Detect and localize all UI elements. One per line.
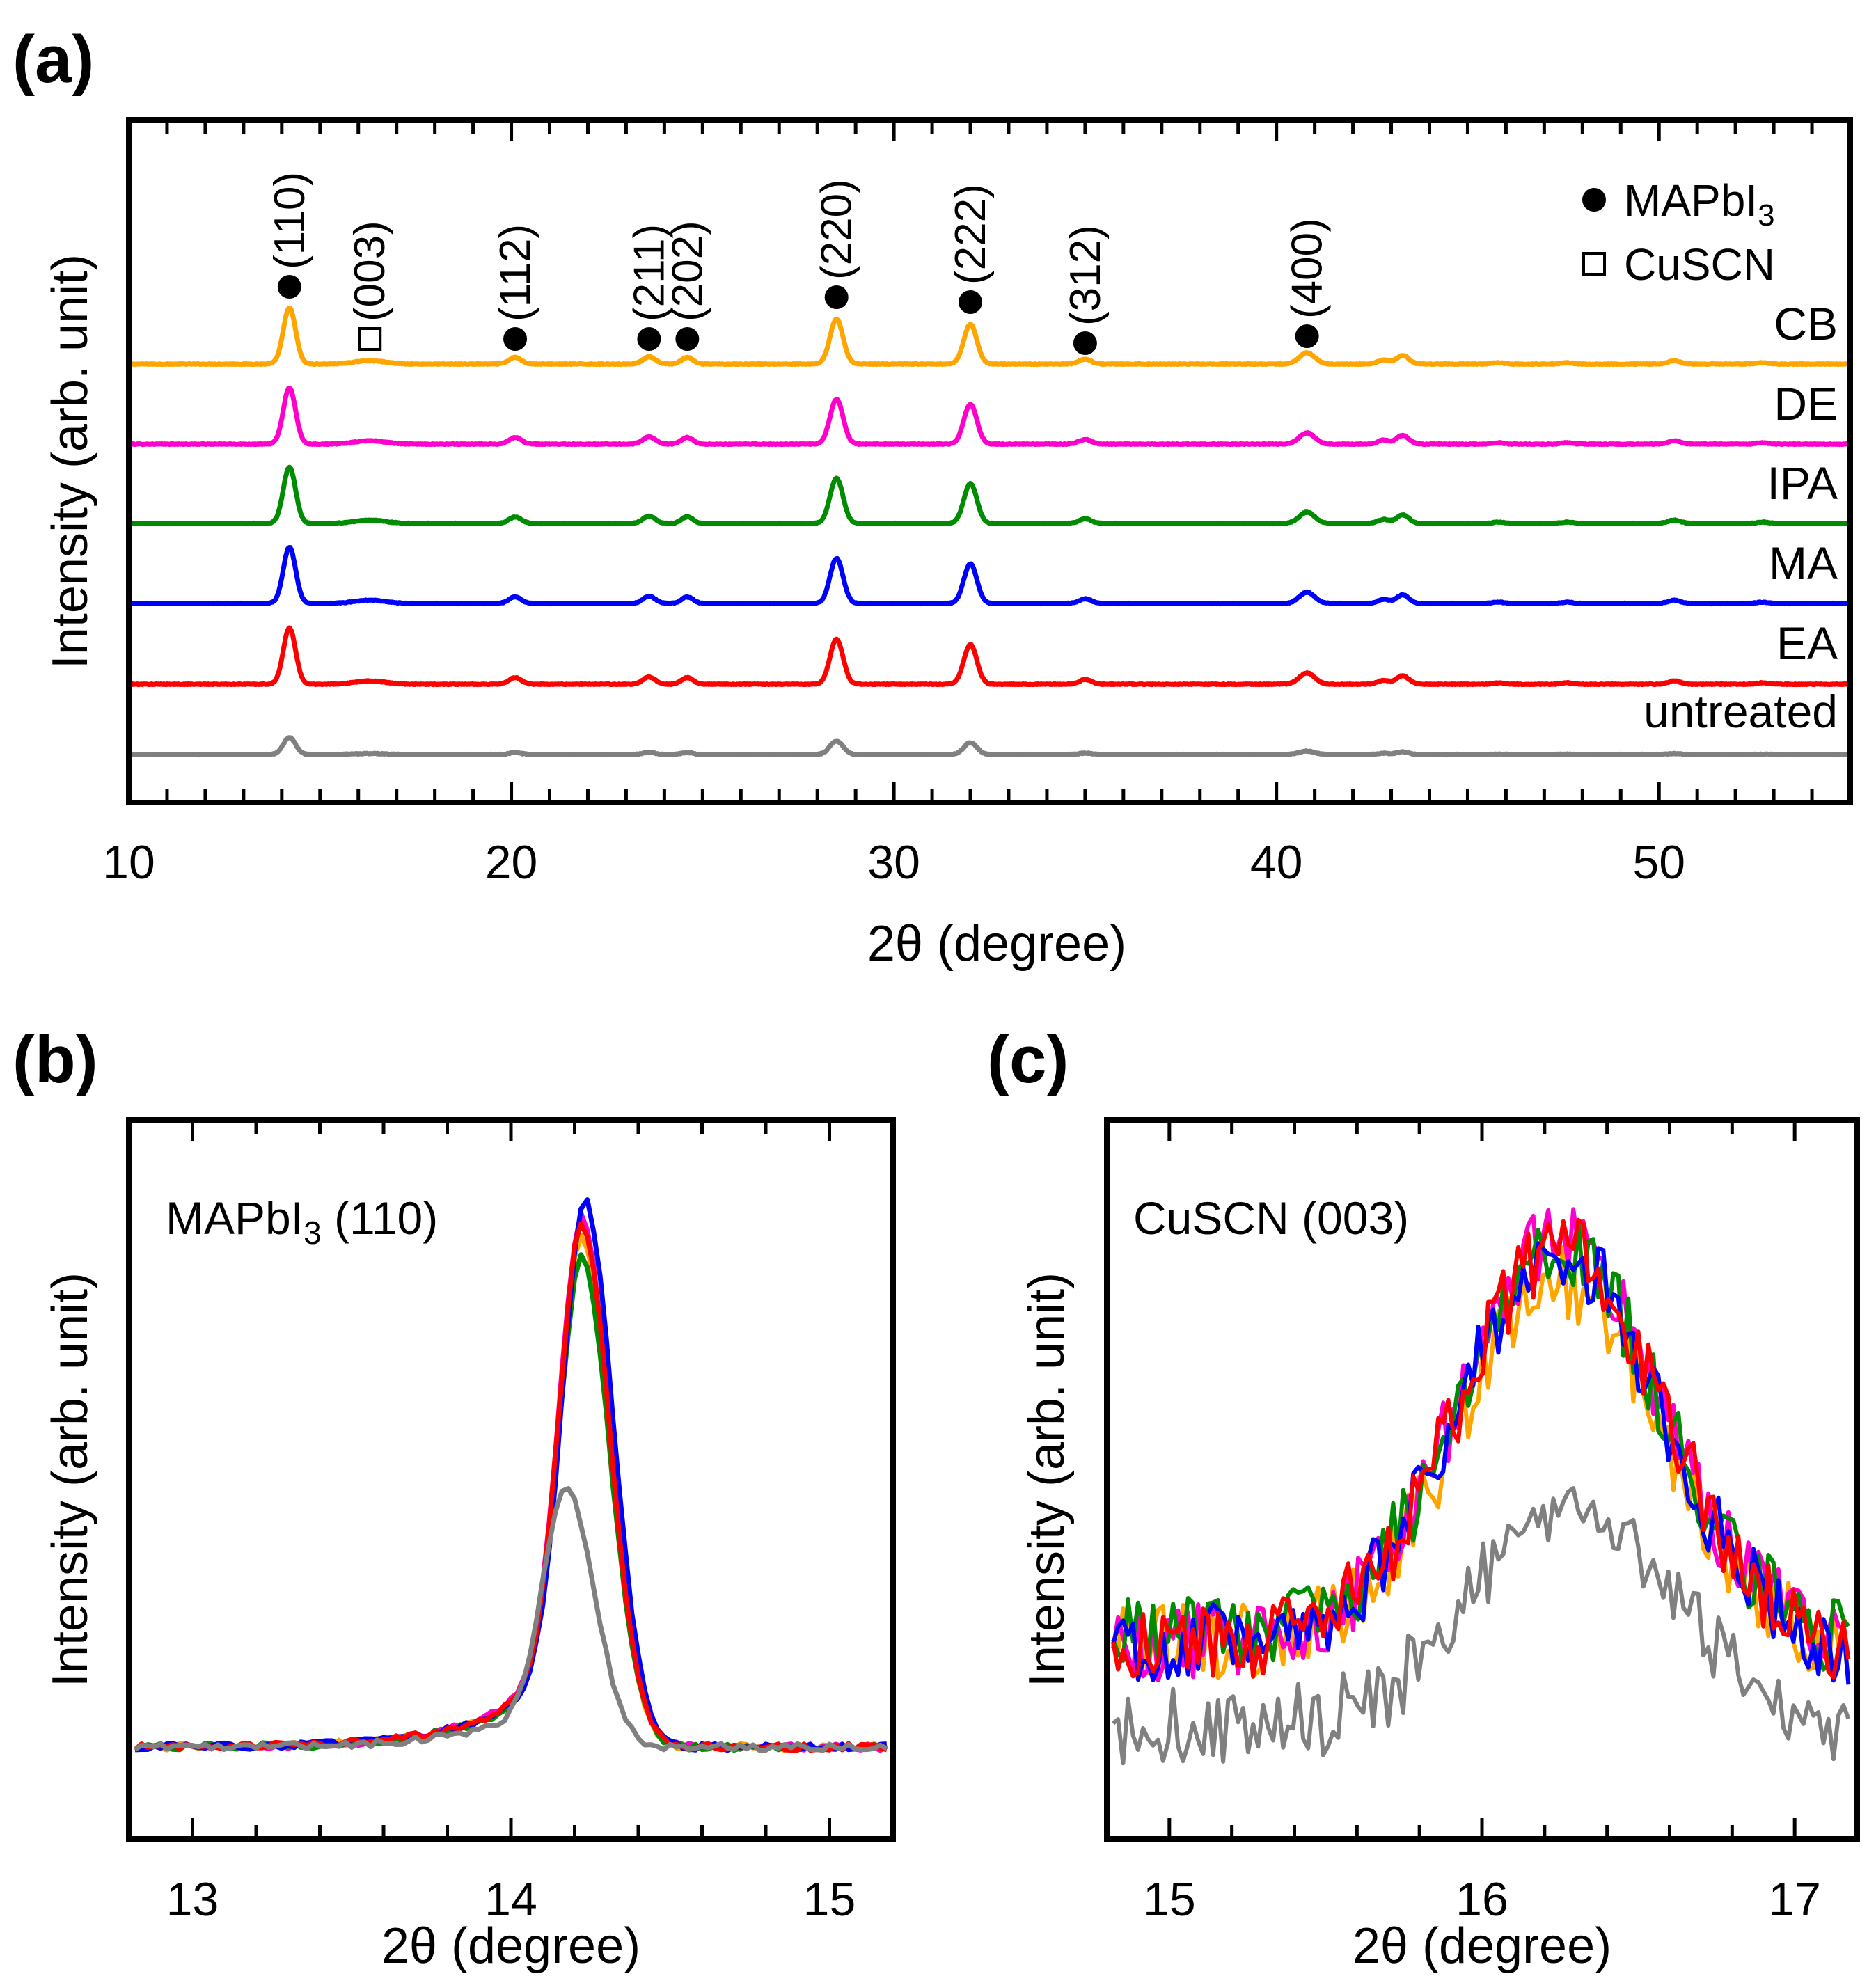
series-untreated-line <box>1112 1486 1851 1766</box>
series-cb-line <box>127 305 1852 368</box>
peak-marker-square <box>358 327 382 351</box>
series-label-ipa: IPA <box>1767 457 1838 509</box>
peak-label: (211) <box>625 224 673 322</box>
series-ea-line <box>127 625 1852 688</box>
peak-label: (003) <box>346 221 394 322</box>
x-tick-label: 40 <box>1250 836 1303 889</box>
series-de-line <box>134 1210 888 1753</box>
panel-b-ylabel: Intensity (arb. unit) <box>42 1272 98 1687</box>
panel-c-ylabel: Intensity (arb. unit) <box>1019 1272 1075 1687</box>
panel-a-series-labels: CB DE IPA MA EA untreated <box>1644 298 1838 737</box>
series-ma-line <box>134 1197 887 1753</box>
legend-square-marker <box>1582 252 1606 276</box>
peak-marker-circle <box>277 275 301 299</box>
series-untreated-line <box>127 735 1852 758</box>
series-de-line <box>127 385 1852 448</box>
series-ipa-line <box>1111 1221 1850 1672</box>
x-tick-label: 15 <box>803 1873 856 1926</box>
peak-label: (220) <box>813 179 861 280</box>
peak-marker-circle <box>675 327 700 351</box>
x-tick-label: 15 <box>1143 1873 1196 1926</box>
x-tick-label: 30 <box>867 836 920 889</box>
series-ipa-line <box>127 464 1852 527</box>
panel-b-frame <box>126 1117 896 1842</box>
series-label-de: DE <box>1774 378 1838 429</box>
peak-label: (312) <box>1062 225 1110 326</box>
legend-circle-marker <box>1582 188 1606 212</box>
panel-a-legend: MAPbI3 CuSCN <box>1582 175 1775 290</box>
panel-a-ylabel: Intensity (arb. unit) <box>42 254 98 669</box>
x-tick-label: 16 <box>1456 1873 1508 1926</box>
panel-c-peak-label: CuSCN (003) <box>1133 1192 1409 1244</box>
series-ea-line <box>133 1221 888 1753</box>
legend-cuscn-label: CuSCN <box>1624 239 1775 290</box>
panel-a-label: (a) <box>13 22 94 97</box>
panel-a-peak-annotations: (110) (003) (112) (211)(202) (220) (222) (312)… <box>266 172 1332 355</box>
panel-b-peak-label: MAPbI3 (110) <box>166 1192 438 1251</box>
panel-c-frame <box>1104 1117 1860 1842</box>
series-label-untreated: untreated <box>1644 686 1838 737</box>
peak-marker-circle <box>503 327 528 351</box>
panel-a-xlabel: 2θ (degree) <box>867 916 1126 972</box>
x-tick-label: 13 <box>166 1873 219 1926</box>
panel-b-xlabel: 2θ (degree) <box>381 1918 640 1974</box>
panel-c-xlabel: 2θ (degree) <box>1353 1918 1611 1974</box>
x-tick-label: 20 <box>485 836 538 889</box>
panel-c-traces <box>1111 1207 1851 1766</box>
peak-label: (110) <box>266 172 314 269</box>
panel-b-xtick-labels: 13 14 15 <box>166 1873 856 1926</box>
panel-b-label: (b) <box>13 1022 98 1097</box>
x-tick-label: 17 <box>1768 1873 1821 1926</box>
series-ma-line <box>1111 1241 1851 1685</box>
peak-marker-circle <box>1295 324 1319 348</box>
x-tick-label: 50 <box>1632 836 1685 889</box>
series-de-line <box>1111 1207 1851 1683</box>
peak-label: (202) <box>663 221 711 322</box>
panel-c: (c) CuSCN (003) 15 16 17 2θ (degree) Inten… <box>987 1022 1860 1974</box>
series-label-ea: EA <box>1776 617 1838 669</box>
series-ea-line <box>1111 1217 1851 1680</box>
peak-marker-circle <box>1073 331 1097 355</box>
panel-c-xtick-labels: 15 16 17 <box>1143 1873 1821 1926</box>
panel-a-frame <box>126 117 1853 805</box>
panel-a-xtick-labels: 10 20 30 40 50 <box>102 836 1685 889</box>
x-tick-label: 10 <box>102 836 155 889</box>
series-label-cb: CB <box>1774 298 1838 349</box>
peak-marker-circle <box>824 285 849 309</box>
panel-a: (a) (110)(003) (112) (211)(202) (220) (222)(… <box>13 22 1853 972</box>
panel-b: (b) MAPbI3 (110) 13 14 15 2θ (degree) Inte… <box>13 1022 896 1974</box>
series-untreated-line <box>134 1486 888 1753</box>
series-ipa-line <box>134 1252 888 1753</box>
series-cb-line <box>134 1233 888 1753</box>
panel-a-traces <box>127 305 1852 758</box>
legend-mapbi3-label: MAPbI3 <box>1624 175 1775 232</box>
x-tick-label: 14 <box>484 1873 537 1926</box>
peak-marker-circle <box>959 290 983 314</box>
panel-c-label: (c) <box>987 1022 1069 1097</box>
peak-marker-circle <box>637 327 661 351</box>
series-ma-line <box>127 545 1852 607</box>
peak-label: (112) <box>491 224 539 322</box>
peak-label: (400) <box>1284 218 1332 319</box>
series-label-ma: MA <box>1769 537 1838 589</box>
peak-label: (222) <box>947 184 995 285</box>
panel-b-traces <box>133 1197 888 1753</box>
